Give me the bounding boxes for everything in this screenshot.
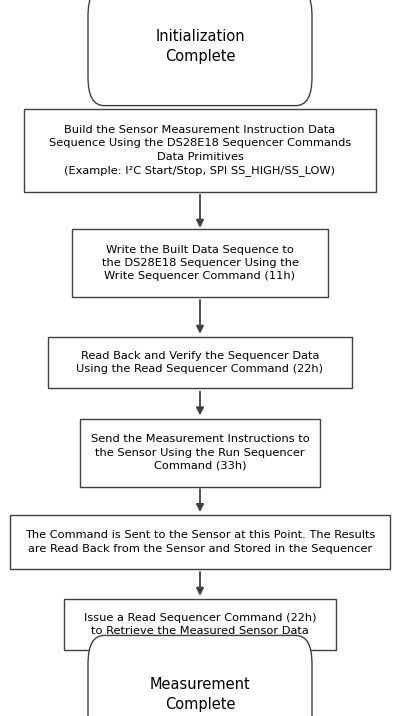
Text: Issue a Read Sequencer Command (22h)
to Retrieve the Measured Sensor Data: Issue a Read Sequencer Command (22h) to … bbox=[84, 613, 316, 636]
Text: Initialization
Complete: Initialization Complete bbox=[155, 29, 245, 64]
Bar bbox=[24, 109, 376, 191]
FancyBboxPatch shape bbox=[88, 636, 312, 716]
Bar bbox=[10, 516, 390, 569]
Text: Build the Sensor Measurement Instruction Data
Sequence Using the DS28E18 Sequenc: Build the Sensor Measurement Instruction… bbox=[49, 125, 351, 175]
Bar bbox=[64, 599, 336, 650]
Bar bbox=[48, 337, 352, 388]
FancyBboxPatch shape bbox=[88, 0, 312, 105]
Text: Send the Measurement Instructions to
the Sensor Using the Run Sequencer
Command : Send the Measurement Instructions to the… bbox=[91, 435, 309, 470]
Bar bbox=[72, 229, 328, 296]
Text: The Command is Sent to the Sensor at this Point. The Results
are Read Back from : The Command is Sent to the Sensor at thi… bbox=[25, 531, 375, 553]
Bar bbox=[80, 418, 320, 487]
Text: Measurement
Complete: Measurement Complete bbox=[150, 677, 250, 712]
Text: Read Back and Verify the Sequencer Data
Using the Read Sequencer Command (22h): Read Back and Verify the Sequencer Data … bbox=[76, 351, 324, 374]
Text: Write the Built Data Sequence to
the DS28E18 Sequencer Using the
Write Sequencer: Write the Built Data Sequence to the DS2… bbox=[102, 245, 298, 281]
